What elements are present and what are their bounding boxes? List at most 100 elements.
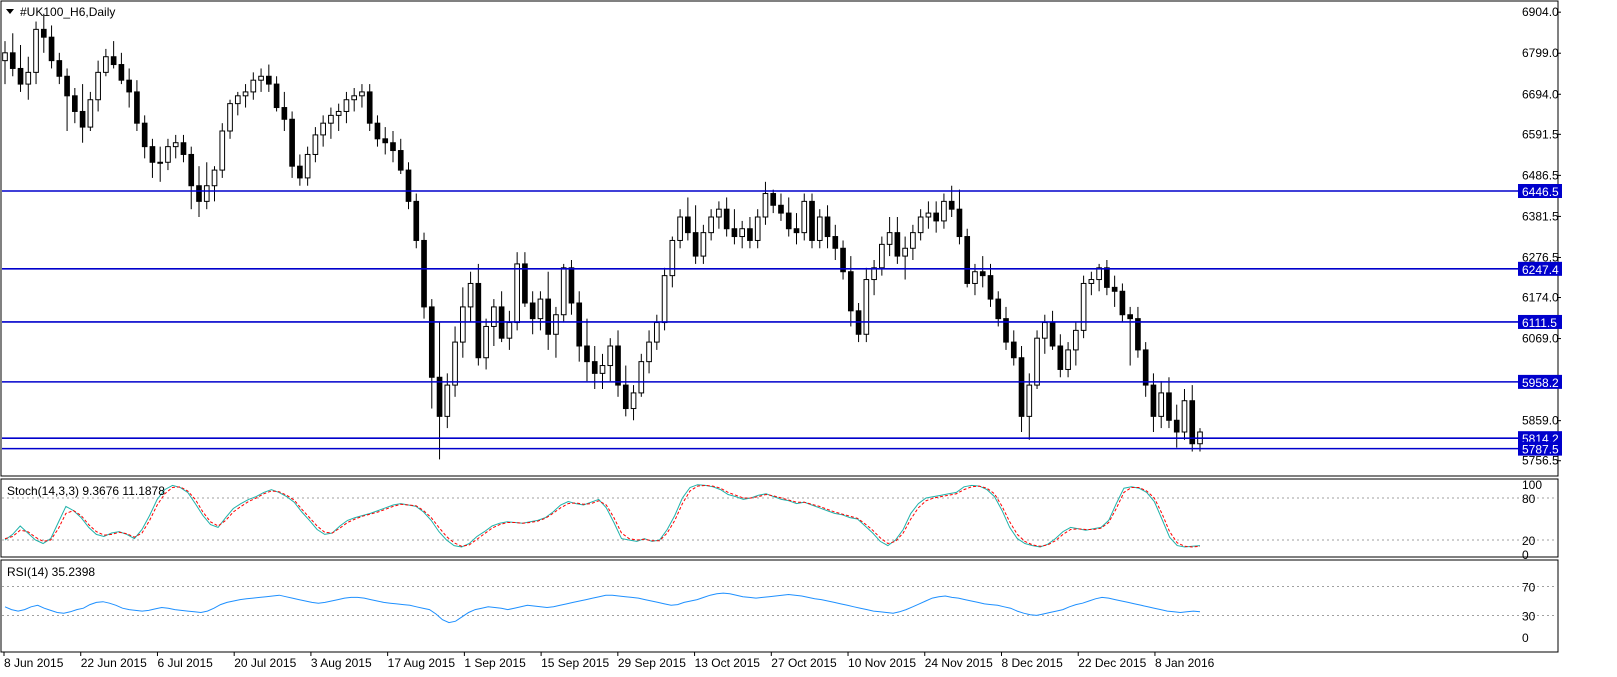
osc-series-main — [4, 484, 1201, 548]
price-tick-label: 6486.5 — [1522, 168, 1559, 182]
candle-body — [452, 341, 458, 386]
candle-body — [723, 208, 730, 230]
candle-body — [475, 282, 482, 359]
osc-series-signal — [4, 484, 1201, 548]
candle-body — [250, 79, 257, 93]
candle-body — [1010, 341, 1017, 359]
candle-body — [436, 376, 443, 417]
candle-body — [172, 142, 179, 148]
candle-body — [677, 216, 683, 241]
osc-series-rsi — [4, 592, 1201, 624]
candle-body — [33, 28, 39, 73]
candle-body — [638, 361, 645, 394]
candle-body — [343, 99, 350, 112]
candle-body — [716, 208, 722, 218]
candle-body — [227, 103, 233, 132]
candle-body — [933, 212, 939, 222]
candle-body — [1173, 419, 1180, 433]
candle-body — [879, 243, 885, 269]
level-tag-label: 5958.2 — [1522, 376, 1559, 390]
candle-body — [312, 134, 319, 155]
candle-body — [995, 298, 1002, 320]
candle-body — [809, 200, 815, 241]
candle-body — [1065, 349, 1071, 370]
candle-body — [1041, 322, 1048, 339]
price-tick-label: 6381.5 — [1522, 209, 1559, 223]
date-tick-label: 8 Dec 2015 — [1001, 656, 1063, 670]
candle-body — [1119, 290, 1126, 316]
level-tag — [1518, 314, 1562, 329]
candle-body — [653, 322, 660, 343]
candle-body — [9, 52, 16, 69]
rsi-label: RSI(14) 35.2398 — [7, 565, 95, 579]
candle-body — [382, 138, 389, 144]
date-tick-label: 15 Sep 2015 — [541, 656, 609, 670]
candle-body — [103, 56, 109, 73]
candle-body — [48, 36, 55, 62]
candle-body — [661, 275, 668, 324]
candle-body — [483, 325, 489, 359]
price-tick-label: 5859.0 — [1522, 414, 1559, 428]
candle-body — [1127, 314, 1133, 320]
candle-body — [157, 161, 164, 164]
stoch-series — [2, 484, 1557, 548]
candle-body — [1158, 392, 1165, 417]
candle-body — [219, 130, 226, 171]
candle-body — [459, 306, 466, 343]
candle-body — [126, 79, 132, 93]
price-tick-label: 5756.5 — [1522, 454, 1559, 468]
candle-body — [692, 232, 699, 257]
level-tag — [1518, 261, 1562, 276]
candle-body — [320, 122, 326, 136]
candle-body — [56, 60, 63, 77]
date-tick-label: 8 Jan 2016 — [1155, 656, 1215, 670]
date-tick-label: 20 Jul 2015 — [234, 656, 296, 670]
candle-body — [196, 185, 202, 202]
level-tag — [1518, 374, 1562, 389]
candle-body — [685, 216, 691, 234]
date-tick-label: 22 Jun 2015 — [81, 656, 147, 670]
candle-body — [180, 142, 187, 155]
candle-body — [941, 200, 947, 222]
candle-body — [560, 267, 567, 316]
candle-body — [1189, 400, 1196, 445]
date-tick-label: 10 Nov 2015 — [848, 656, 916, 670]
candle-body — [847, 271, 854, 312]
dropdown-triangle-icon[interactable] — [6, 9, 14, 14]
rsi-series — [2, 586, 1557, 624]
price-tick-label: 6591.5 — [1522, 127, 1559, 141]
date-tick-label: 22 Dec 2015 — [1078, 656, 1146, 670]
candle-body — [444, 384, 451, 417]
date-tick-label: 29 Sep 2015 — [618, 656, 686, 670]
candle-body — [576, 302, 583, 347]
candle-body — [646, 341, 652, 363]
candle-body — [739, 228, 746, 238]
date-tick-label: 13 Oct 2015 — [695, 656, 761, 670]
candle-body — [17, 67, 24, 85]
rsi-axis: 70 30 0 — [1522, 581, 1536, 645]
candle-body — [708, 216, 714, 234]
candle-body — [258, 75, 264, 81]
date-tick-label: 6 Jul 2015 — [157, 656, 213, 670]
osc-tick-label: 0 — [1522, 631, 1529, 645]
candle-body — [421, 239, 427, 308]
level-tag-label: 5787.5 — [1522, 443, 1559, 457]
price-tick-label: 6069.0 — [1522, 332, 1559, 346]
candle-body — [1135, 318, 1141, 351]
candle-body — [568, 267, 575, 304]
price-tick-label: 6904.0 — [1522, 5, 1559, 19]
candle-body — [622, 384, 629, 410]
candle-body — [553, 314, 559, 335]
candle-body — [25, 71, 32, 85]
candle-body — [514, 263, 520, 324]
candle-body — [529, 302, 536, 320]
candle-body — [925, 212, 932, 218]
candle-body — [747, 228, 753, 241]
candle-body — [2, 52, 8, 62]
date-tick-label: 3 Aug 2015 — [311, 656, 372, 670]
date-axis: 8 Jun 2015 22 Jun 2015 6 Jul 2015 20 Jul 20… — [3, 652, 1215, 670]
candle-body — [328, 114, 334, 124]
candle-body — [545, 298, 552, 335]
